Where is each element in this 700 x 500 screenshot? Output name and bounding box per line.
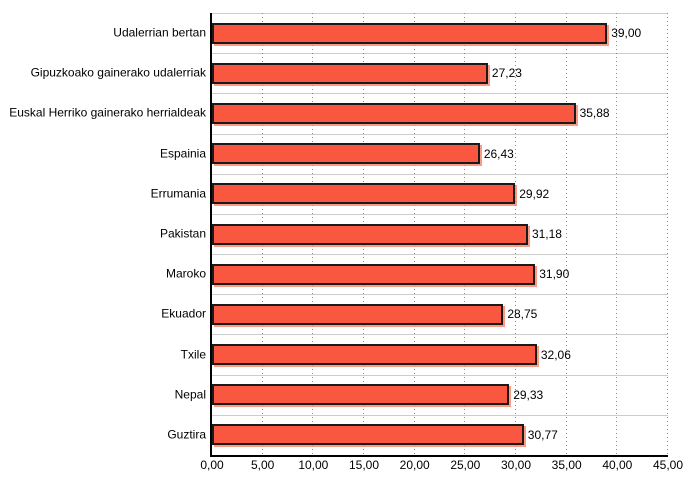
category-boundary-gridline [212,93,668,95]
category-boundary-gridline [212,294,668,296]
bar-value-label: 29,33 [513,387,544,402]
vertical-gridline [616,13,618,455]
category-boundary-gridline [212,374,668,376]
category-boundary-gridline [212,173,668,175]
bar-value-label: 35,88 [579,106,610,121]
category-label: Nepal [174,387,206,402]
x-tick-label: 0,00 [200,458,224,472]
y-axis-line [210,13,212,457]
category-label: Euskal Herriko gainerako herrialdeak [9,105,206,120]
x-axis-line [210,455,668,457]
bar [212,143,480,165]
bar [212,183,516,205]
category-label: Udalerrian bertan [113,25,206,40]
category-label: Ekuador [161,306,206,321]
bar-value-label: 29,92 [519,186,550,201]
x-tick-label: 35,00 [551,458,582,472]
bar [212,344,537,366]
category-boundary-gridline [212,254,668,256]
bar [212,22,608,44]
vertical-gridline [667,13,668,455]
category-label: Errumania [150,186,206,201]
category-label: Txile [180,347,206,362]
category-label: Maroko [165,266,206,281]
bar-value-label: 27,23 [491,66,522,81]
bar-value-label: 31,90 [539,267,570,282]
bar [212,384,510,406]
bar [212,223,528,245]
category-label: Espainia [159,146,206,161]
category-boundary-gridline [212,414,668,416]
bar-value-label: 31,18 [531,227,562,241]
vertical-gridline [565,13,567,455]
x-tick-label: 40,00 [602,458,633,472]
category-label: Gipuzkoako gainerako udalerriak [30,65,206,80]
x-tick-label: 20,00 [399,458,430,472]
bar-value-label: 39,00 [611,26,642,41]
category-boundary-gridline [212,334,668,336]
x-tick-label: 30,00 [500,458,532,472]
category-label: Guztira [167,427,206,442]
bar-value-label: 28,75 [507,307,538,322]
x-tick-label: 25,00 [450,458,481,472]
category-boundary-gridline [212,53,668,55]
bar-value-label: 32,06 [540,347,571,362]
x-tick-label: 5,00 [250,458,275,472]
bar-value-label: 30,77 [527,427,558,442]
bar [212,62,488,84]
bar [212,102,576,124]
bar-value-label: 26,43 [483,146,514,161]
bar [212,263,536,285]
category-label: Pakistan [159,226,206,241]
category-boundary-gridline [212,213,668,215]
category-boundary-gridline [212,133,668,135]
bar [212,424,524,446]
x-tick-label: 45,00 [652,458,684,472]
x-tick-label: 10,00 [298,458,329,472]
category-boundary-gridline [212,13,668,14]
x-tick-label: 15,00 [348,458,380,472]
plot-area: 39,00 27,23 35,88 26,43 29,92 31,18 31,90 28,75… [212,13,668,455]
bar [212,303,504,325]
